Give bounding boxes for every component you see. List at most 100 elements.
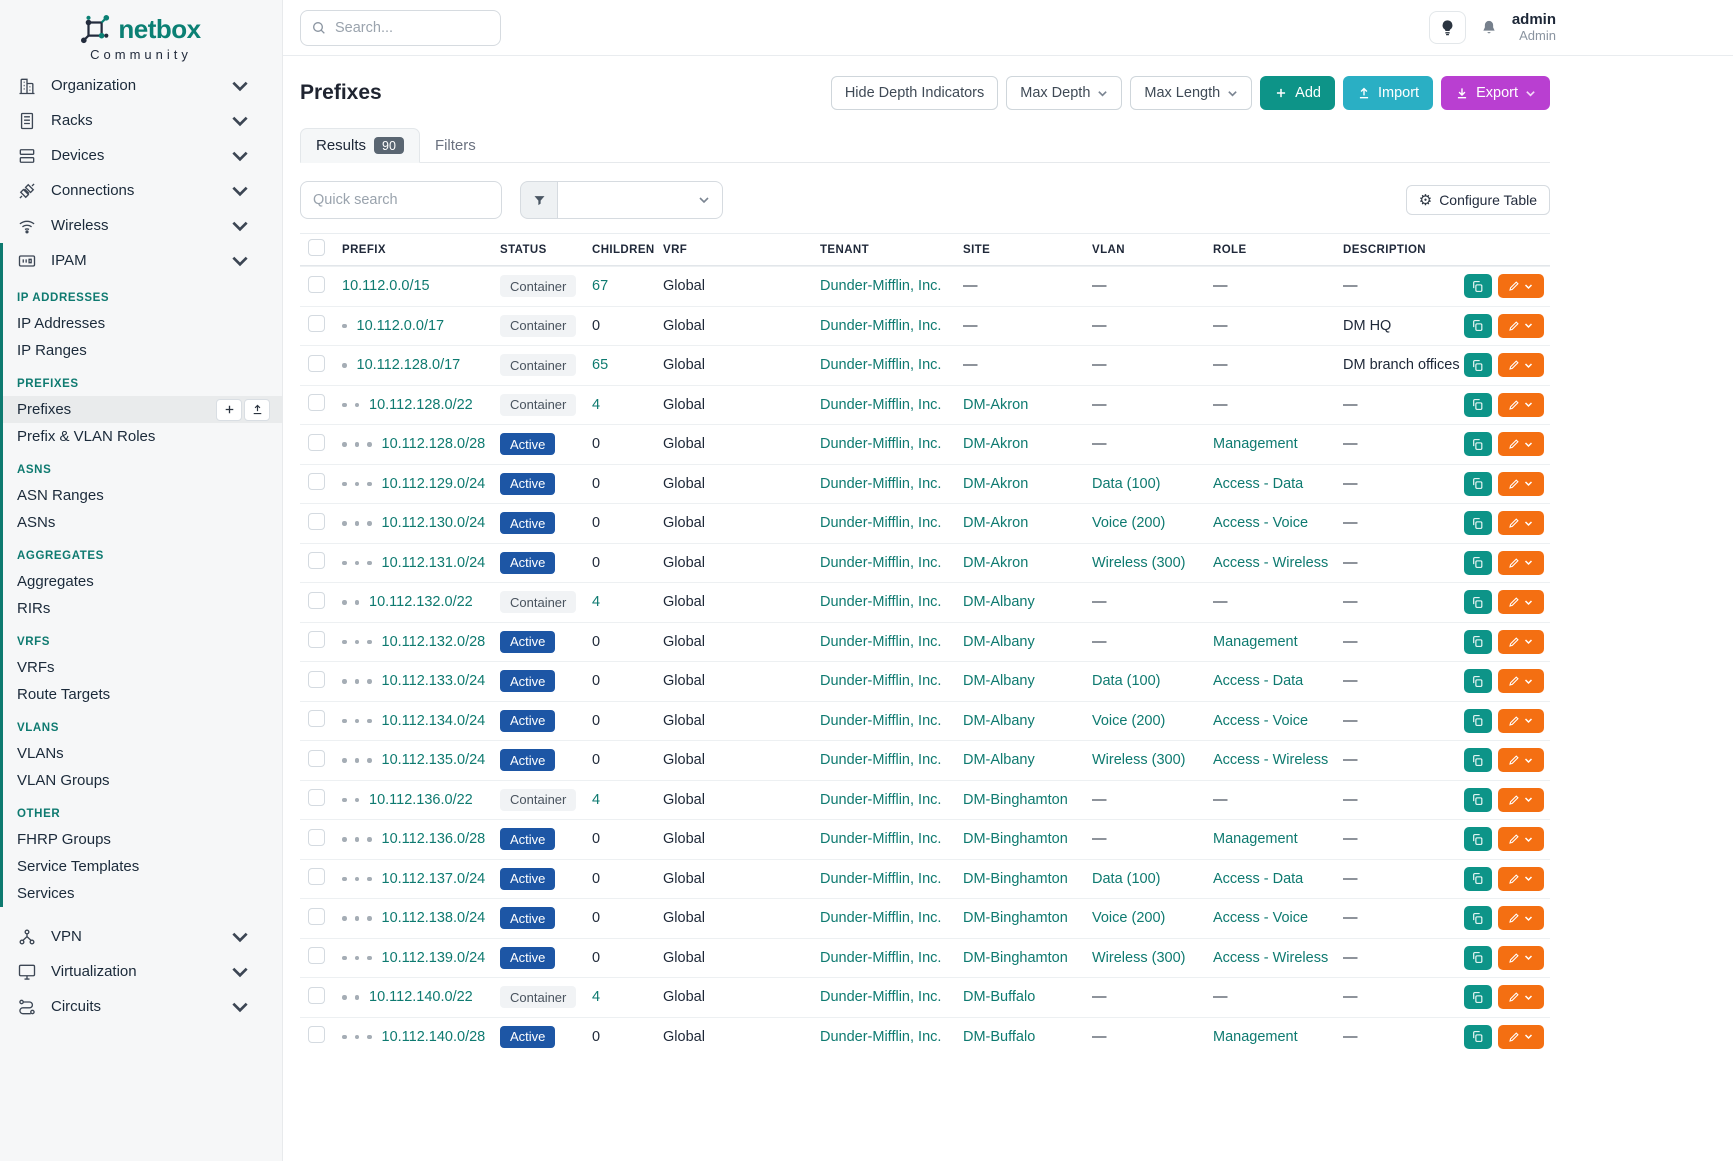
vlan-link[interactable]: Wireless (300) bbox=[1092, 554, 1186, 571]
quick-import-button[interactable] bbox=[244, 398, 270, 421]
clone-prefix-button[interactable] bbox=[1464, 708, 1492, 733]
role-link[interactable]: Access - Wireless bbox=[1213, 554, 1329, 571]
clone-prefix-button[interactable] bbox=[1464, 945, 1492, 970]
row-checkbox[interactable] bbox=[308, 512, 325, 530]
vlan-link[interactable]: Data (100) bbox=[1092, 870, 1161, 887]
prefix-link[interactable]: 10.112.139.0/24 bbox=[381, 949, 486, 966]
role-link[interactable]: Access - Data bbox=[1213, 475, 1304, 492]
max-depth-dropdown[interactable]: Max Depth bbox=[1006, 76, 1123, 110]
vlan-link[interactable]: Voice (200) bbox=[1092, 515, 1166, 532]
edit-prefix-button[interactable] bbox=[1497, 313, 1544, 338]
row-checkbox[interactable] bbox=[308, 670, 325, 688]
search-input[interactable] bbox=[335, 19, 475, 36]
prefix-link[interactable]: 10.112.138.0/24 bbox=[381, 910, 486, 927]
vlan-link[interactable]: Data (100) bbox=[1092, 475, 1161, 492]
global-search[interactable] bbox=[300, 9, 501, 46]
prefix-link[interactable]: 10.112.136.0/28 bbox=[381, 831, 486, 848]
prefix-link[interactable]: 10.112.130.0/24 bbox=[381, 515, 486, 532]
site-link[interactable]: DM-Buffalo bbox=[963, 989, 1036, 1006]
clone-prefix-button[interactable] bbox=[1464, 511, 1492, 536]
row-checkbox[interactable] bbox=[308, 710, 325, 728]
children-count[interactable]: 4 bbox=[592, 989, 601, 1006]
row-checkbox[interactable] bbox=[308, 394, 325, 412]
column-header-vlan[interactable]: VLAN bbox=[1092, 243, 1125, 256]
vlan-link[interactable]: Wireless (300) bbox=[1092, 949, 1186, 966]
row-checkbox[interactable] bbox=[308, 986, 325, 1004]
clone-prefix-button[interactable] bbox=[1464, 748, 1492, 773]
tenant-link[interactable]: Dunder-Mifflin, Inc. bbox=[820, 752, 942, 769]
edit-prefix-button[interactable] bbox=[1497, 669, 1544, 694]
row-checkbox[interactable] bbox=[308, 631, 325, 649]
vlan-link[interactable]: Voice (200) bbox=[1092, 910, 1166, 927]
clone-prefix-button[interactable] bbox=[1464, 906, 1492, 931]
row-checkbox[interactable] bbox=[308, 433, 325, 451]
edit-prefix-button[interactable] bbox=[1497, 590, 1544, 615]
prefix-link[interactable]: 10.112.135.0/24 bbox=[381, 752, 486, 769]
sidebar-item-prefixes[interactable]: Prefixes bbox=[3, 396, 282, 423]
sidebar-item-asn-ranges[interactable]: ASN Ranges bbox=[3, 482, 282, 509]
edit-prefix-button[interactable] bbox=[1497, 471, 1544, 496]
site-link[interactable]: DM-Akron bbox=[963, 515, 1029, 532]
sidebar-item-vlans[interactable]: VLANs bbox=[3, 740, 282, 767]
column-header-tenant[interactable]: Tenant bbox=[820, 243, 870, 256]
column-header-site[interactable]: Site bbox=[963, 243, 991, 256]
tenant-link[interactable]: Dunder-Mifflin, Inc. bbox=[820, 1028, 942, 1045]
tenant-link[interactable]: Dunder-Mifflin, Inc. bbox=[820, 278, 942, 295]
vlan-link[interactable]: Wireless (300) bbox=[1092, 752, 1186, 769]
tenant-link[interactable]: Dunder-Mifflin, Inc. bbox=[820, 831, 942, 848]
add-button[interactable]: Add bbox=[1260, 76, 1335, 110]
edit-prefix-button[interactable] bbox=[1497, 392, 1544, 417]
children-count[interactable]: 4 bbox=[592, 594, 601, 611]
site-link[interactable]: DM-Albany bbox=[963, 594, 1035, 611]
sidebar-item-connections[interactable]: Connections bbox=[0, 173, 282, 208]
sidebar-item-service-templates[interactable]: Service Templates bbox=[3, 853, 282, 880]
sidebar-item-route-targets[interactable]: Route Targets bbox=[3, 681, 282, 708]
prefix-link[interactable]: 10.112.133.0/24 bbox=[381, 673, 486, 690]
sidebar-item-ip-ranges[interactable]: IP Ranges bbox=[3, 337, 282, 364]
clone-prefix-button[interactable] bbox=[1464, 985, 1492, 1010]
edit-prefix-button[interactable] bbox=[1497, 550, 1544, 575]
prefix-link[interactable]: 10.112.132.0/22 bbox=[369, 594, 473, 611]
prefix-link[interactable]: 10.112.131.0/24 bbox=[381, 554, 486, 571]
field-filter-select[interactable] bbox=[558, 181, 723, 219]
tab-filters[interactable]: Filters bbox=[434, 137, 476, 154]
row-checkbox[interactable] bbox=[308, 947, 325, 965]
clone-prefix-button[interactable] bbox=[1464, 669, 1492, 694]
edit-prefix-button[interactable] bbox=[1497, 748, 1544, 773]
edit-prefix-button[interactable] bbox=[1497, 787, 1544, 812]
prefix-link[interactable]: 10.112.137.0/24 bbox=[381, 870, 486, 887]
tenant-link[interactable]: Dunder-Mifflin, Inc. bbox=[820, 633, 942, 650]
quick-search-input[interactable] bbox=[300, 181, 502, 219]
column-header-description[interactable]: Description bbox=[1343, 243, 1426, 256]
tenant-link[interactable]: Dunder-Mifflin, Inc. bbox=[820, 317, 942, 334]
edit-prefix-button[interactable] bbox=[1497, 353, 1544, 378]
sidebar-item-aggregates[interactable]: Aggregates bbox=[3, 568, 282, 595]
edit-prefix-button[interactable] bbox=[1497, 274, 1544, 299]
row-checkbox[interactable] bbox=[308, 591, 325, 609]
clone-prefix-button[interactable] bbox=[1464, 471, 1492, 496]
sidebar-item-organization[interactable]: Organization bbox=[0, 68, 282, 103]
children-count[interactable]: 67 bbox=[592, 278, 609, 295]
sidebar-item-asns[interactable]: ASNs bbox=[3, 509, 282, 536]
role-link[interactable]: Access - Voice bbox=[1213, 910, 1309, 927]
column-header-status[interactable]: Status bbox=[500, 243, 547, 256]
role-link[interactable]: Access - Wireless bbox=[1213, 752, 1329, 769]
edit-prefix-button[interactable] bbox=[1497, 1024, 1544, 1049]
tenant-link[interactable]: Dunder-Mifflin, Inc. bbox=[820, 594, 942, 611]
role-link[interactable]: Management bbox=[1213, 633, 1298, 650]
tenant-link[interactable]: Dunder-Mifflin, Inc. bbox=[820, 989, 942, 1006]
edit-prefix-button[interactable] bbox=[1497, 827, 1544, 852]
clone-prefix-button[interactable] bbox=[1464, 827, 1492, 852]
tenant-link[interactable]: Dunder-Mifflin, Inc. bbox=[820, 712, 942, 729]
sidebar-item-devices[interactable]: Devices bbox=[0, 138, 282, 173]
site-link[interactable]: DM-Akron bbox=[963, 396, 1029, 413]
row-checkbox[interactable] bbox=[308, 552, 325, 570]
prefix-link[interactable]: 10.112.132.0/28 bbox=[381, 633, 486, 650]
prefix-link[interactable]: 10.112.140.0/28 bbox=[381, 1028, 486, 1045]
role-link[interactable]: Management bbox=[1213, 1028, 1298, 1045]
row-checkbox[interactable] bbox=[308, 473, 325, 491]
tenant-link[interactable]: Dunder-Mifflin, Inc. bbox=[820, 396, 942, 413]
clone-prefix-button[interactable] bbox=[1464, 392, 1492, 417]
site-link[interactable]: DM-Albany bbox=[963, 673, 1035, 690]
sidebar-item-virtualization[interactable]: Virtualization bbox=[0, 954, 282, 989]
